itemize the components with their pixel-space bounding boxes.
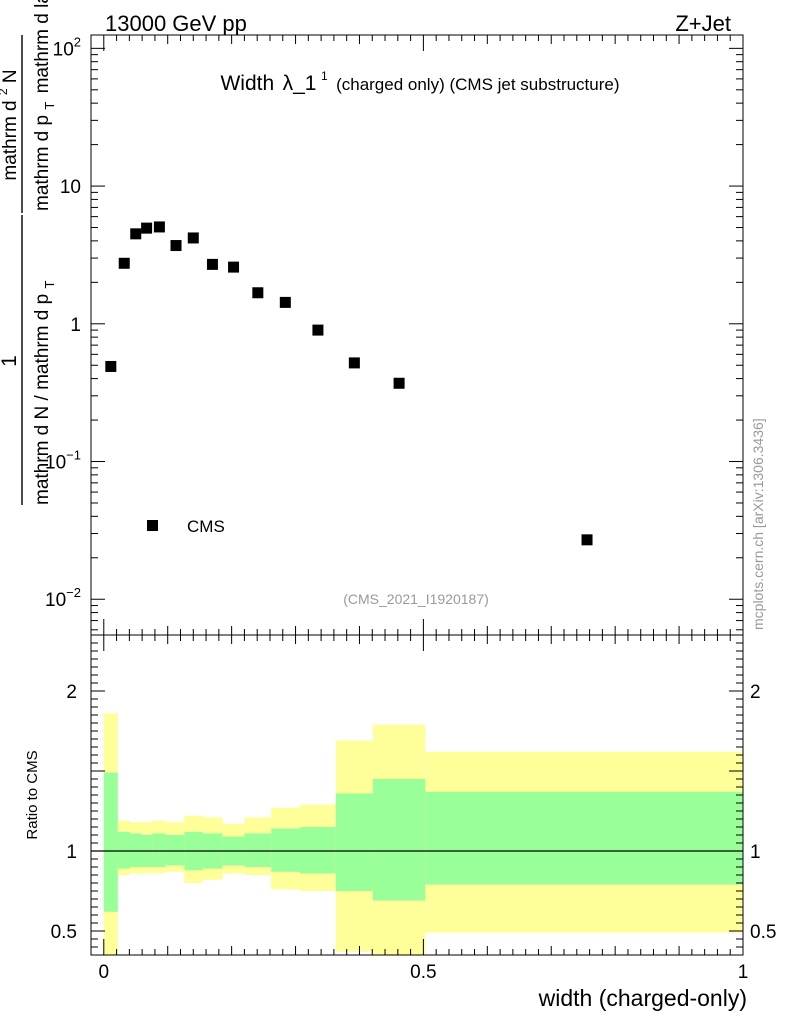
ratio-axis-ticks [91,634,744,956]
data-point [187,232,199,244]
energy-label: 13000 GeV pp [105,11,247,36]
main-y-tick-labels: 10−2 10−1 1 10 102 [45,34,81,611]
data-point [130,228,142,240]
inner-uncertainty-band [300,827,336,874]
ratio-y-tick-label-right: 1 [750,842,761,863]
inner-uncertainty-band [244,833,272,867]
main-axis-ticks [91,35,744,635]
ylabel-denominator: mathrm d N / mathrm d p T [32,281,57,505]
inner-uncertainty-band [425,791,743,885]
data-point [170,240,182,252]
ratio-bands [103,713,743,955]
ratio-y-tick-label-left: 2 [66,682,77,703]
y-tick-label: 10−2 [45,585,81,611]
chart-title: Width λ_1 1 (charged only) (CMS jet subs… [220,67,619,95]
data-point [279,296,291,308]
x-tick-label: 0.5 [410,962,436,983]
inner-uncertainty-band [165,835,185,866]
ylabel-lower: mathrm d p T mathrm d lambda [32,0,59,211]
inner-uncertainty-band [271,828,301,872]
inner-uncertainty-band [117,831,130,869]
x-tick-label: 0 [98,962,109,983]
ratio-y-tick-label-right: 0.5 [750,922,776,943]
ratio-y-tick-label-right: 2 [750,682,761,703]
ratio-y-tick-labels: 0.5 0.5 1 1 2 2 [51,682,777,943]
y-tick-label: 1 [70,315,81,336]
ratio-y-axis-label: Ratio to CMS [24,750,41,839]
ylabel-numerator: mathrm d 2 N [0,69,21,180]
main-plot-area [91,35,743,635]
data-point [252,287,264,299]
data-point [312,324,324,336]
x-axis-label: width (charged-only) [538,985,747,1011]
main-panel: 10−2 10−1 1 10 102 Width λ_1 1 (charged only… [45,34,744,636]
ratio-frame [90,634,744,956]
ratio-y-tick-label-left: 1 [66,842,77,863]
y-tick-label: 102 [53,34,81,60]
main-y-axis-label: 1 mathrm d N / mathrm d p T mathrm d 2 N… [0,0,59,505]
y-tick-label: 10 [60,177,81,198]
legend-marker [147,520,158,531]
x-tick-label: 1 [738,962,749,983]
x-tick-labels: 0 0.5 1 [98,962,748,983]
legend-label: CMS [187,517,225,536]
data-point [348,357,360,369]
ylabel-one: 1 [0,355,21,367]
inner-uncertainty-band [129,833,142,867]
data-point [228,261,240,273]
ratio-panel: 0.5 0.51 12 2 0 0.5 1 [51,634,777,983]
process-label: Z+Jet [675,11,731,36]
data-point [393,377,405,389]
data-point [141,222,153,234]
data-point [581,534,593,546]
data-markers [105,221,593,546]
inner-uncertainty-band [335,793,373,891]
data-point [153,221,165,233]
data-point [118,257,130,269]
inner-uncertainty-band [372,779,426,901]
inner-uncertainty-band [103,772,118,912]
ratio-y-tick-label-left: 0.5 [51,922,77,943]
y-tick-label: 10−1 [45,448,81,474]
side-watermark: mcplots.cern.ch [arXiv:1306.3436] [750,418,766,630]
data-point [206,258,218,270]
analysis-id: (CMS_2021_I1920187) [343,591,489,607]
data-point [105,360,117,372]
inner-uncertainty-band [152,833,166,867]
